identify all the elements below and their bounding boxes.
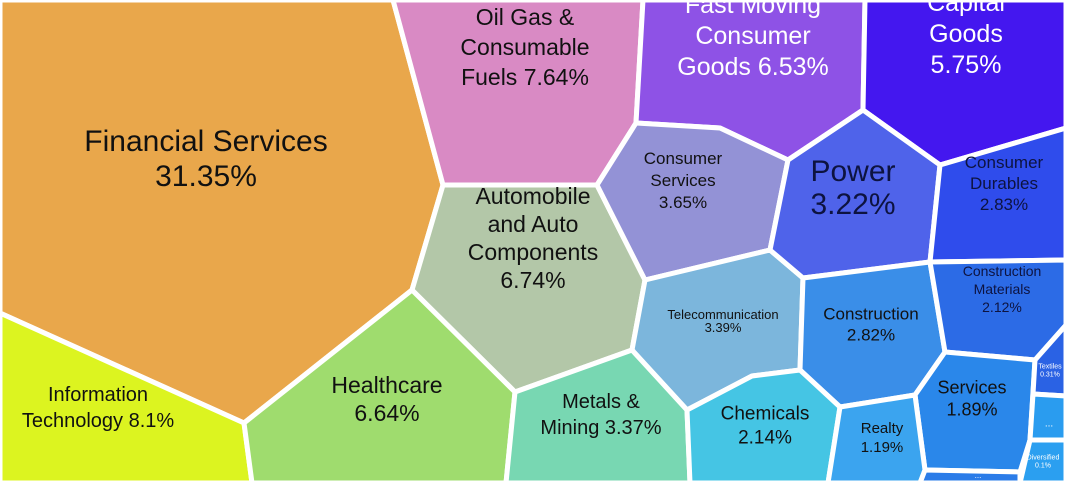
label-diversified: Diversified 0.1% xyxy=(1027,454,1060,469)
label-fast-moving-consumer-goods: Fast Moving Consumer Goods 6.53% xyxy=(677,0,829,81)
label-line-consumer-services: Services xyxy=(650,171,715,190)
label-line-chemicals: 2.14% xyxy=(738,428,792,449)
cell-healthcare[interactable] xyxy=(241,287,518,483)
label-power: Power 3.22% xyxy=(810,155,895,221)
label-line-automobile-and-auto-components: 6.74% xyxy=(500,267,565,293)
label-line-services: Services xyxy=(937,377,1006,397)
cell-chemicals[interactable] xyxy=(684,367,843,483)
label-line-consumer-durables: Durables xyxy=(970,174,1038,193)
label-metals-and-mining: Metals & Mining 3.37% xyxy=(540,391,661,439)
label-line-metals-and-mining: Metals & xyxy=(562,391,640,413)
label-financial-services: Financial Services 31.35% xyxy=(84,125,327,193)
label-line-information-technology: Technology 8.1% xyxy=(22,410,175,432)
label-healthcare: Healthcare 6.64% xyxy=(331,372,442,426)
label-line-chemicals: Chemicals xyxy=(721,404,810,425)
label-line-capital-goods: 5.75% xyxy=(931,51,1002,79)
label-line-construction: Construction xyxy=(823,304,918,323)
label-line-textiles: 0.31% xyxy=(1040,371,1060,378)
label-line-construction-materials: 2.12% xyxy=(982,299,1022,315)
label-chemicals: Chemicals 2.14% xyxy=(721,404,810,449)
label-line-more-20: ... xyxy=(1045,419,1053,430)
label-telecommunication: Telecommunication 3.39% xyxy=(667,307,778,335)
label-line-automobile-and-auto-components: Automobile xyxy=(475,183,590,209)
label-line-financial-services: 31.35% xyxy=(155,160,257,193)
label-line-automobile-and-auto-components: and Auto xyxy=(488,211,579,237)
label-line-capital-goods: Capital xyxy=(927,0,1005,17)
label-line-fast-moving-consumer-goods: Goods 6.53% xyxy=(677,53,829,81)
cell-more-19[interactable] xyxy=(917,467,1023,483)
label-services: Services 1.89% xyxy=(937,377,1006,419)
label-line-power: 3.22% xyxy=(810,188,895,221)
label-line-fast-moving-consumer-goods: Consumer xyxy=(695,22,810,50)
label-line-consumer-services: Consumer xyxy=(644,149,723,168)
label-line-realty: Realty xyxy=(861,420,904,437)
label-automobile-and-auto-components: Automobile and Auto Components 6.74% xyxy=(468,183,598,293)
label-line-capital-goods: Goods xyxy=(929,20,1003,48)
label-line-oil-gas-and-consumable-fuels: Fuels 7.64% xyxy=(461,64,589,90)
label-more-19: ... xyxy=(975,471,982,480)
label-line-diversified: Diversified xyxy=(1027,454,1060,461)
label-line-textiles: Textiles xyxy=(1038,363,1062,370)
cell-more-20[interactable] xyxy=(1027,391,1066,443)
label-construction-materials: Construction Materials 2.12% xyxy=(963,263,1042,315)
label-line-metals-and-mining: Mining 3.37% xyxy=(540,417,661,439)
label-line-oil-gas-and-consumable-fuels: Consumable xyxy=(460,34,589,60)
label-line-realty: 1.19% xyxy=(861,439,904,456)
label-line-construction-materials: Construction xyxy=(963,263,1042,279)
cell-textiles[interactable] xyxy=(1030,322,1066,399)
label-line-automobile-and-auto-components: Components xyxy=(468,239,598,265)
label-line-construction: 2.82% xyxy=(847,325,895,344)
label-realty: Realty 1.19% xyxy=(861,420,904,456)
label-line-services: 1.89% xyxy=(946,399,997,419)
label-line-consumer-services: 3.65% xyxy=(659,193,707,212)
label-line-information-technology: Information xyxy=(48,384,148,406)
label-line-diversified: 0.1% xyxy=(1035,462,1051,469)
cell-consumer-durables[interactable] xyxy=(927,125,1066,265)
label-line-fast-moving-consumer-goods: Fast Moving xyxy=(685,0,821,19)
label-line-more-19: ... xyxy=(975,471,982,480)
label-consumer-services: Consumer Services 3.65% xyxy=(644,149,723,212)
label-line-healthcare: Healthcare xyxy=(331,372,442,398)
label-line-healthcare: 6.64% xyxy=(354,400,419,426)
label-capital-goods: Capital Goods 5.75% xyxy=(927,0,1005,79)
label-line-telecommunication: Telecommunication xyxy=(667,307,778,322)
cell-information-technology[interactable] xyxy=(0,310,255,483)
label-line-construction-materials: Materials xyxy=(974,281,1031,297)
label-consumer-durables: Consumer Durables 2.83% xyxy=(965,153,1044,214)
labels-layer: Financial Services 31.35% Information Techn… xyxy=(22,0,1062,480)
label-line-financial-services: Financial Services xyxy=(84,125,327,158)
label-oil-gas-and-consumable-fuels: Oil Gas & Consumable Fuels 7.64% xyxy=(460,4,589,90)
label-line-consumer-durables: Consumer xyxy=(965,153,1044,172)
label-line-telecommunication: 3.39% xyxy=(705,320,742,335)
label-construction: Construction 2.82% xyxy=(823,304,918,344)
label-textiles: Textiles 0.31% xyxy=(1038,363,1062,378)
label-line-consumer-durables: 2.83% xyxy=(980,195,1028,214)
label-more-20: ... xyxy=(1045,419,1053,430)
label-line-oil-gas-and-consumable-fuels: Oil Gas & xyxy=(476,4,574,30)
label-line-power: Power xyxy=(810,155,895,188)
label-information-technology: Information Technology 8.1% xyxy=(22,384,175,432)
